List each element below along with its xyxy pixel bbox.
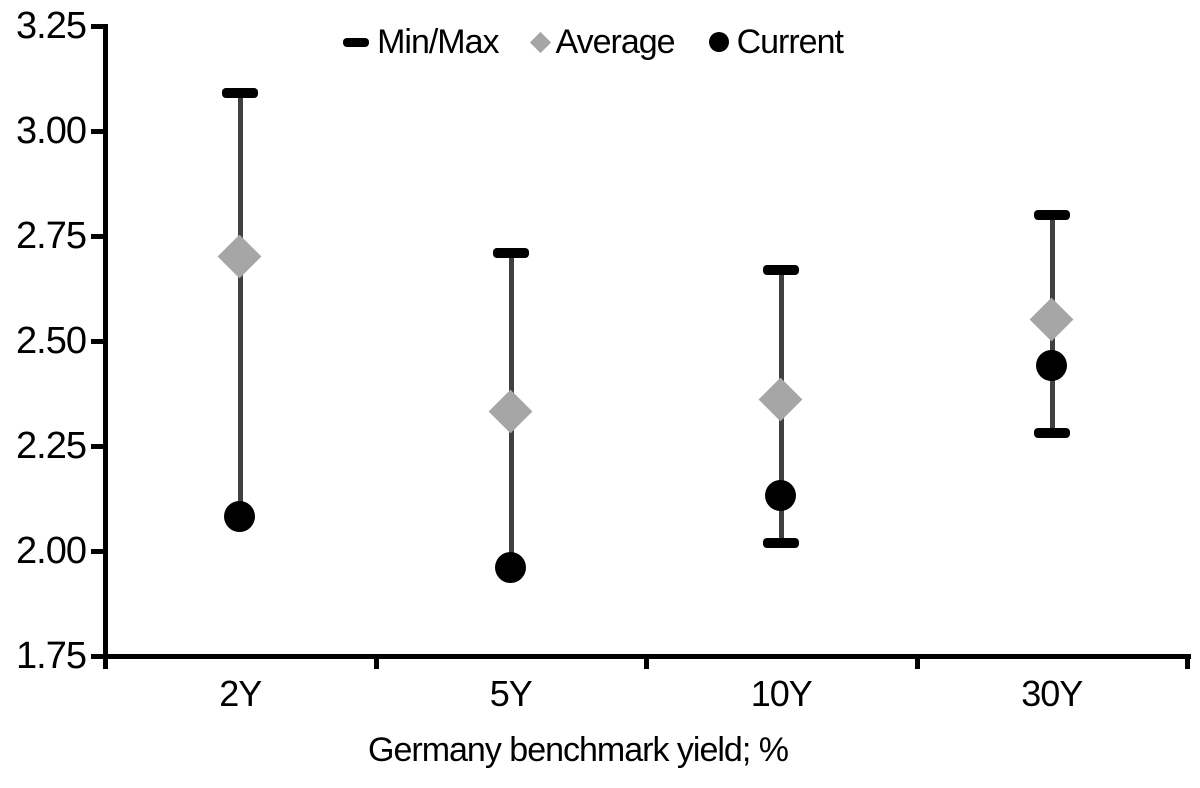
average-marker-5Y bbox=[488, 389, 533, 434]
current-marker-30Y bbox=[1035, 350, 1067, 382]
x-axis-title: Germany benchmark yield; % bbox=[368, 731, 789, 769]
legend-item-current: Current bbox=[708, 22, 844, 62]
current-marker-2Y bbox=[224, 501, 256, 533]
legend-label-current: Current bbox=[736, 23, 844, 61]
current-circle-icon bbox=[708, 32, 729, 52]
y-axis-tick bbox=[91, 444, 103, 449]
y-axis-tick bbox=[91, 24, 103, 29]
y-tick-label: 2.00 bbox=[16, 530, 87, 572]
y-axis-tick bbox=[91, 129, 103, 134]
x-axis-tick bbox=[373, 657, 379, 669]
y-axis-line bbox=[103, 24, 108, 660]
y-axis-tick bbox=[91, 234, 103, 239]
y-tick-label: 1.75 bbox=[16, 635, 87, 677]
legend-item-minmax: Min/Max bbox=[343, 22, 500, 62]
y-tick-label: 3.00 bbox=[16, 110, 87, 152]
x-axis-tick bbox=[644, 657, 649, 669]
legend-label-average: Average bbox=[555, 23, 676, 61]
y-tick-label: 2.25 bbox=[16, 425, 87, 467]
min-cap-30Y bbox=[1033, 428, 1070, 439]
x-category-label-30Y: 30Y bbox=[1021, 673, 1083, 714]
current-marker-5Y bbox=[494, 551, 526, 583]
min-cap-10Y bbox=[763, 537, 800, 548]
average-marker-10Y bbox=[758, 377, 803, 422]
legend-item-average: Average bbox=[529, 22, 676, 62]
y-axis-tick bbox=[91, 339, 103, 344]
x-category-label-5Y: 5Y bbox=[489, 673, 533, 714]
y-axis-tick bbox=[91, 654, 103, 659]
max-cap-2Y bbox=[222, 88, 259, 99]
x-axis-line bbox=[103, 654, 1191, 659]
x-axis-tick bbox=[1185, 657, 1190, 669]
average-marker-2Y bbox=[217, 234, 262, 279]
y-tick-label: 3.25 bbox=[16, 5, 87, 47]
range-line-2Y bbox=[238, 93, 244, 518]
current-marker-10Y bbox=[765, 480, 797, 512]
chart-legend: Min/Max Average Current bbox=[0, 22, 1186, 62]
x-category-label-10Y: 10Y bbox=[750, 673, 813, 714]
minmax-dash-icon bbox=[343, 37, 370, 47]
x-category-label-2Y: 2Y bbox=[219, 673, 262, 714]
max-cap-30Y bbox=[1033, 210, 1070, 220]
legend-label-minmax: Min/Max bbox=[377, 23, 499, 61]
max-cap-10Y bbox=[763, 264, 800, 275]
x-axis-tick bbox=[914, 657, 920, 669]
y-tick-label: 2.50 bbox=[16, 320, 87, 362]
y-tick-label: 2.75 bbox=[16, 215, 87, 257]
y-axis-tick bbox=[91, 549, 103, 554]
max-cap-5Y bbox=[492, 247, 529, 258]
average-marker-30Y bbox=[1029, 297, 1074, 342]
x-axis-tick bbox=[103, 657, 108, 669]
